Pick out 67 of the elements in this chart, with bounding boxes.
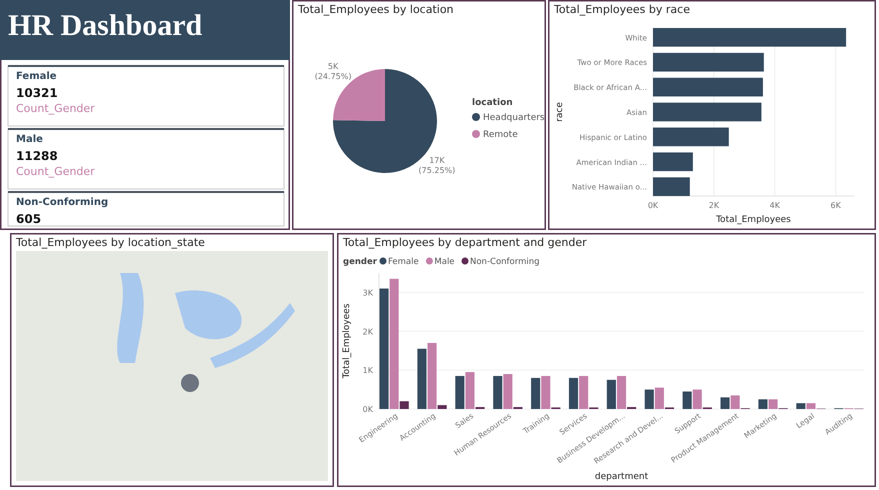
x-axis-title: Total_Employees	[715, 215, 792, 225]
bar	[380, 288, 389, 409]
legend-title: location	[472, 98, 513, 108]
chart-title: Total_Employees by race	[553, 3, 690, 16]
text: Count_Gender	[16, 102, 96, 115]
legend-label: Remote	[483, 130, 518, 140]
category-label: Non-Conforming	[16, 197, 108, 208]
y-axis-title: Total_Employees	[342, 303, 352, 380]
bar	[653, 177, 690, 196]
chart-title: Total_Employees by location	[297, 3, 454, 16]
y-tick-label: 1K	[362, 366, 374, 376]
y-axis-title: race	[555, 102, 565, 122]
bar	[720, 397, 730, 409]
legend-label: Non-Conforming	[470, 257, 540, 267]
bar	[653, 128, 729, 146]
category-label: Male	[16, 134, 44, 145]
data-label: 17K (75.25%)	[418, 156, 456, 176]
data-label: 10321	[16, 86, 58, 100]
bar	[503, 374, 512, 409]
bar	[654, 388, 664, 409]
bar	[531, 378, 540, 409]
text: HR Dashboard	[8, 9, 203, 42]
bar	[390, 278, 399, 409]
text: Count_Gender	[16, 165, 96, 178]
data-label: 5K (24.75%)	[314, 62, 352, 81]
bar	[644, 390, 654, 409]
bar	[653, 28, 846, 47]
x-tick-label: 4K	[770, 201, 781, 210]
bar	[806, 403, 816, 409]
x-axis-title: department	[594, 472, 649, 482]
bar	[682, 392, 692, 409]
category-label: Female	[16, 71, 57, 82]
text: Total_Employees by location_state	[15, 236, 206, 249]
bar	[730, 395, 740, 409]
bar	[758, 399, 768, 409]
data-label: 605	[16, 212, 42, 226]
bar	[438, 405, 447, 409]
x-tick-label: 6K	[830, 201, 842, 210]
chart-title: Total_Employees by department and gender	[342, 236, 588, 249]
legend-title: gender	[343, 257, 378, 267]
bar	[768, 399, 778, 409]
bar	[455, 376, 464, 409]
y-tick-label: 3K	[362, 288, 374, 298]
bar	[541, 376, 550, 409]
bar	[653, 102, 762, 122]
legend-label: Male	[434, 257, 455, 267]
y-tick-label: 2K	[362, 327, 374, 336]
bar	[653, 52, 764, 72]
bar	[568, 378, 578, 409]
y-tick-label: 0K	[362, 405, 374, 414]
x-tick-label: 0K	[648, 201, 659, 210]
legend-label: Female	[388, 257, 419, 267]
bar	[653, 152, 693, 172]
bar	[400, 401, 409, 409]
bar	[493, 376, 502, 409]
bar	[692, 390, 702, 409]
bar	[653, 78, 763, 96]
bar	[606, 380, 616, 409]
data-label: 11288	[16, 149, 58, 163]
bar	[427, 342, 437, 409]
x-tick-label: 2K	[708, 201, 720, 210]
legend-label: Headquarters	[483, 113, 545, 123]
bar	[465, 372, 474, 409]
bar	[796, 403, 806, 409]
bar	[579, 376, 588, 409]
bar	[417, 348, 426, 409]
bar	[616, 376, 626, 409]
